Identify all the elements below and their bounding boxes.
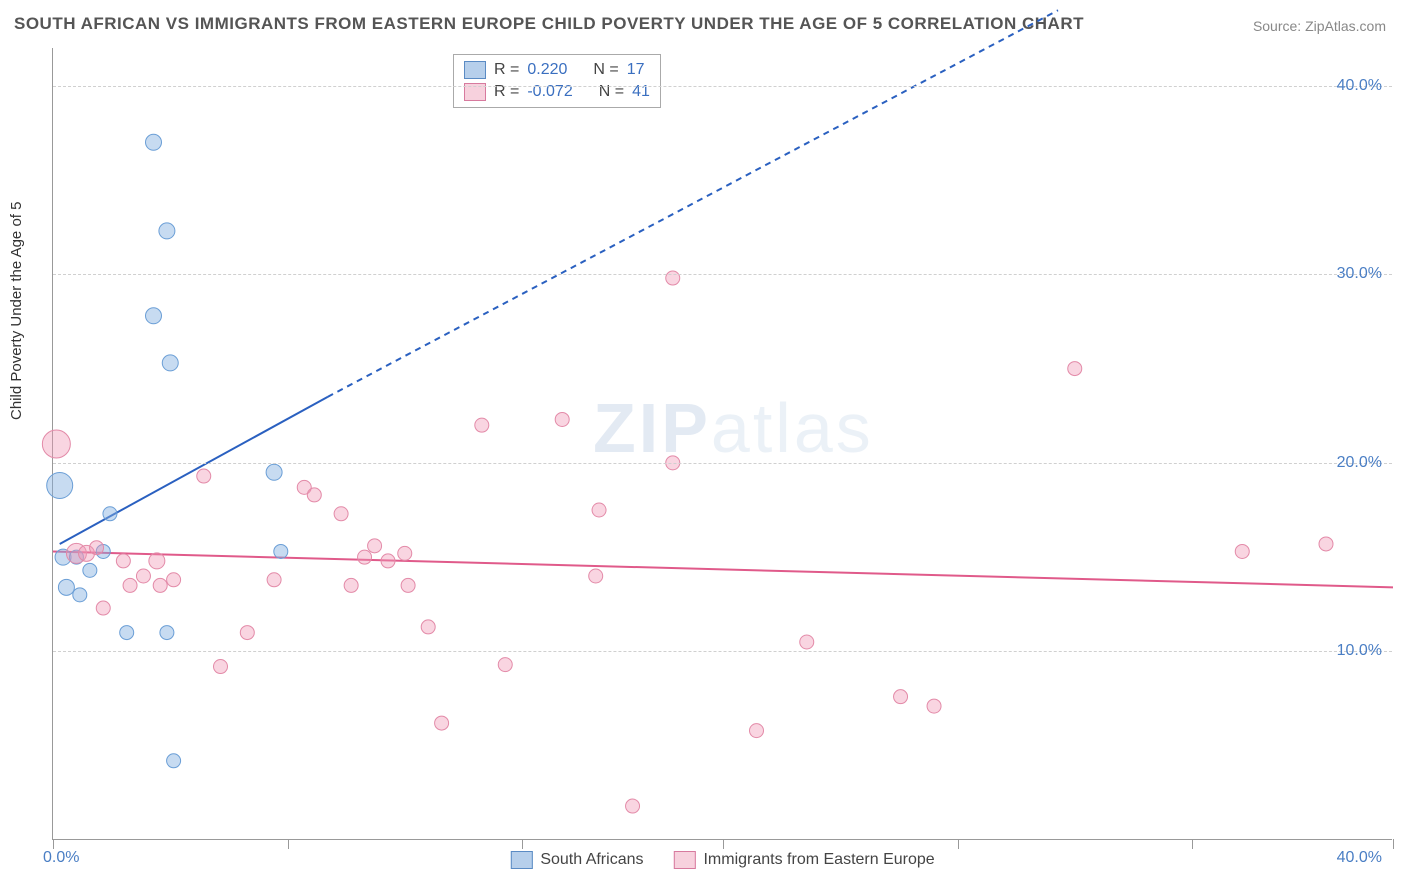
x-tick bbox=[522, 839, 523, 849]
data-point-pink bbox=[214, 660, 228, 674]
x-axis-label-min: 0.0% bbox=[43, 849, 79, 867]
data-point-pink bbox=[344, 578, 358, 592]
chart-title: SOUTH AFRICAN VS IMMIGRANTS FROM EASTERN… bbox=[14, 14, 1084, 34]
x-tick bbox=[288, 839, 289, 849]
data-point-pink bbox=[1068, 362, 1082, 376]
data-point-pink bbox=[894, 690, 908, 704]
data-point-pink bbox=[368, 539, 382, 553]
data-point-pink bbox=[750, 724, 764, 738]
data-point-pink bbox=[381, 554, 395, 568]
gridline-h bbox=[53, 463, 1392, 464]
data-point-pink bbox=[334, 507, 348, 521]
data-point-blue bbox=[274, 544, 288, 558]
data-point-pink bbox=[626, 799, 640, 813]
x-tick bbox=[958, 839, 959, 849]
data-point-blue bbox=[58, 579, 74, 595]
r-label: R = bbox=[494, 61, 519, 79]
legend-item-pink: Immigrants from Eastern Europe bbox=[673, 851, 934, 869]
n-label: N = bbox=[593, 61, 618, 79]
x-axis-label-max: 40.0% bbox=[1337, 849, 1382, 867]
gridline-h bbox=[53, 86, 1392, 87]
data-point-pink bbox=[1319, 537, 1333, 551]
plot-area: ZIPatlas R = 0.220 N = 17 R = -0.072 N =… bbox=[52, 48, 1392, 840]
data-point-blue bbox=[120, 626, 134, 640]
data-point-blue bbox=[73, 588, 87, 602]
x-tick bbox=[53, 839, 54, 849]
r-value-blue: 0.220 bbox=[527, 61, 567, 79]
y-tick-label: 20.0% bbox=[1337, 454, 1382, 472]
data-point-pink bbox=[398, 546, 412, 560]
stats-row-blue: R = 0.220 N = 17 bbox=[464, 59, 650, 81]
data-point-blue bbox=[159, 223, 175, 239]
legend-item-blue: South Africans bbox=[510, 851, 643, 869]
trend-line-blue-extension bbox=[328, 10, 1058, 397]
legend-label-pink: Immigrants from Eastern Europe bbox=[703, 851, 934, 869]
data-point-pink bbox=[167, 573, 181, 587]
data-point-pink bbox=[42, 430, 70, 458]
n-value-blue: 17 bbox=[627, 61, 645, 79]
data-point-blue bbox=[146, 134, 162, 150]
data-point-pink bbox=[149, 553, 165, 569]
series-legend: South Africans Immigrants from Eastern E… bbox=[510, 851, 934, 869]
data-point-pink bbox=[116, 554, 130, 568]
chart-svg bbox=[53, 48, 1392, 839]
data-point-pink bbox=[475, 418, 489, 432]
data-point-pink bbox=[927, 699, 941, 713]
data-point-pink bbox=[197, 469, 211, 483]
data-point-pink bbox=[1235, 544, 1249, 558]
x-tick bbox=[1192, 839, 1193, 849]
data-point-pink bbox=[555, 412, 569, 426]
gridline-h bbox=[53, 274, 1392, 275]
data-point-pink bbox=[435, 716, 449, 730]
data-point-pink bbox=[589, 569, 603, 583]
trend-line-pink bbox=[53, 551, 1393, 587]
data-point-pink bbox=[90, 541, 104, 555]
data-point-blue bbox=[47, 472, 73, 498]
gridline-h bbox=[53, 651, 1392, 652]
data-point-pink bbox=[498, 658, 512, 672]
data-point-blue bbox=[167, 754, 181, 768]
swatch-blue-icon bbox=[510, 851, 532, 869]
data-point-pink bbox=[800, 635, 814, 649]
swatch-pink-icon bbox=[673, 851, 695, 869]
trend-line-blue bbox=[60, 397, 328, 544]
data-point-pink bbox=[401, 578, 415, 592]
data-point-pink bbox=[153, 578, 167, 592]
y-tick-label: 10.0% bbox=[1337, 642, 1382, 660]
data-point-pink bbox=[307, 488, 321, 502]
x-tick bbox=[1393, 839, 1394, 849]
data-point-pink bbox=[96, 601, 110, 615]
data-point-pink bbox=[267, 573, 281, 587]
swatch-blue-icon bbox=[464, 61, 486, 79]
x-tick bbox=[723, 839, 724, 849]
data-point-pink bbox=[136, 569, 150, 583]
y-axis-label: Child Poverty Under the Age of 5 bbox=[8, 202, 25, 420]
data-point-pink bbox=[240, 626, 254, 640]
data-point-blue bbox=[266, 464, 282, 480]
source-attribution: Source: ZipAtlas.com bbox=[1253, 18, 1386, 34]
data-point-blue bbox=[83, 563, 97, 577]
data-point-blue bbox=[160, 626, 174, 640]
y-tick-label: 40.0% bbox=[1337, 77, 1382, 95]
data-point-pink bbox=[666, 271, 680, 285]
stats-legend: R = 0.220 N = 17 R = -0.072 N = 41 bbox=[453, 54, 661, 108]
y-tick-label: 30.0% bbox=[1337, 265, 1382, 283]
data-point-blue bbox=[146, 308, 162, 324]
stats-row-pink: R = -0.072 N = 41 bbox=[464, 81, 650, 103]
data-point-blue bbox=[103, 507, 117, 521]
data-point-pink bbox=[421, 620, 435, 634]
data-point-pink bbox=[592, 503, 606, 517]
data-point-blue bbox=[162, 355, 178, 371]
data-point-pink bbox=[358, 550, 372, 564]
legend-label-blue: South Africans bbox=[540, 851, 643, 869]
data-point-pink bbox=[123, 578, 137, 592]
